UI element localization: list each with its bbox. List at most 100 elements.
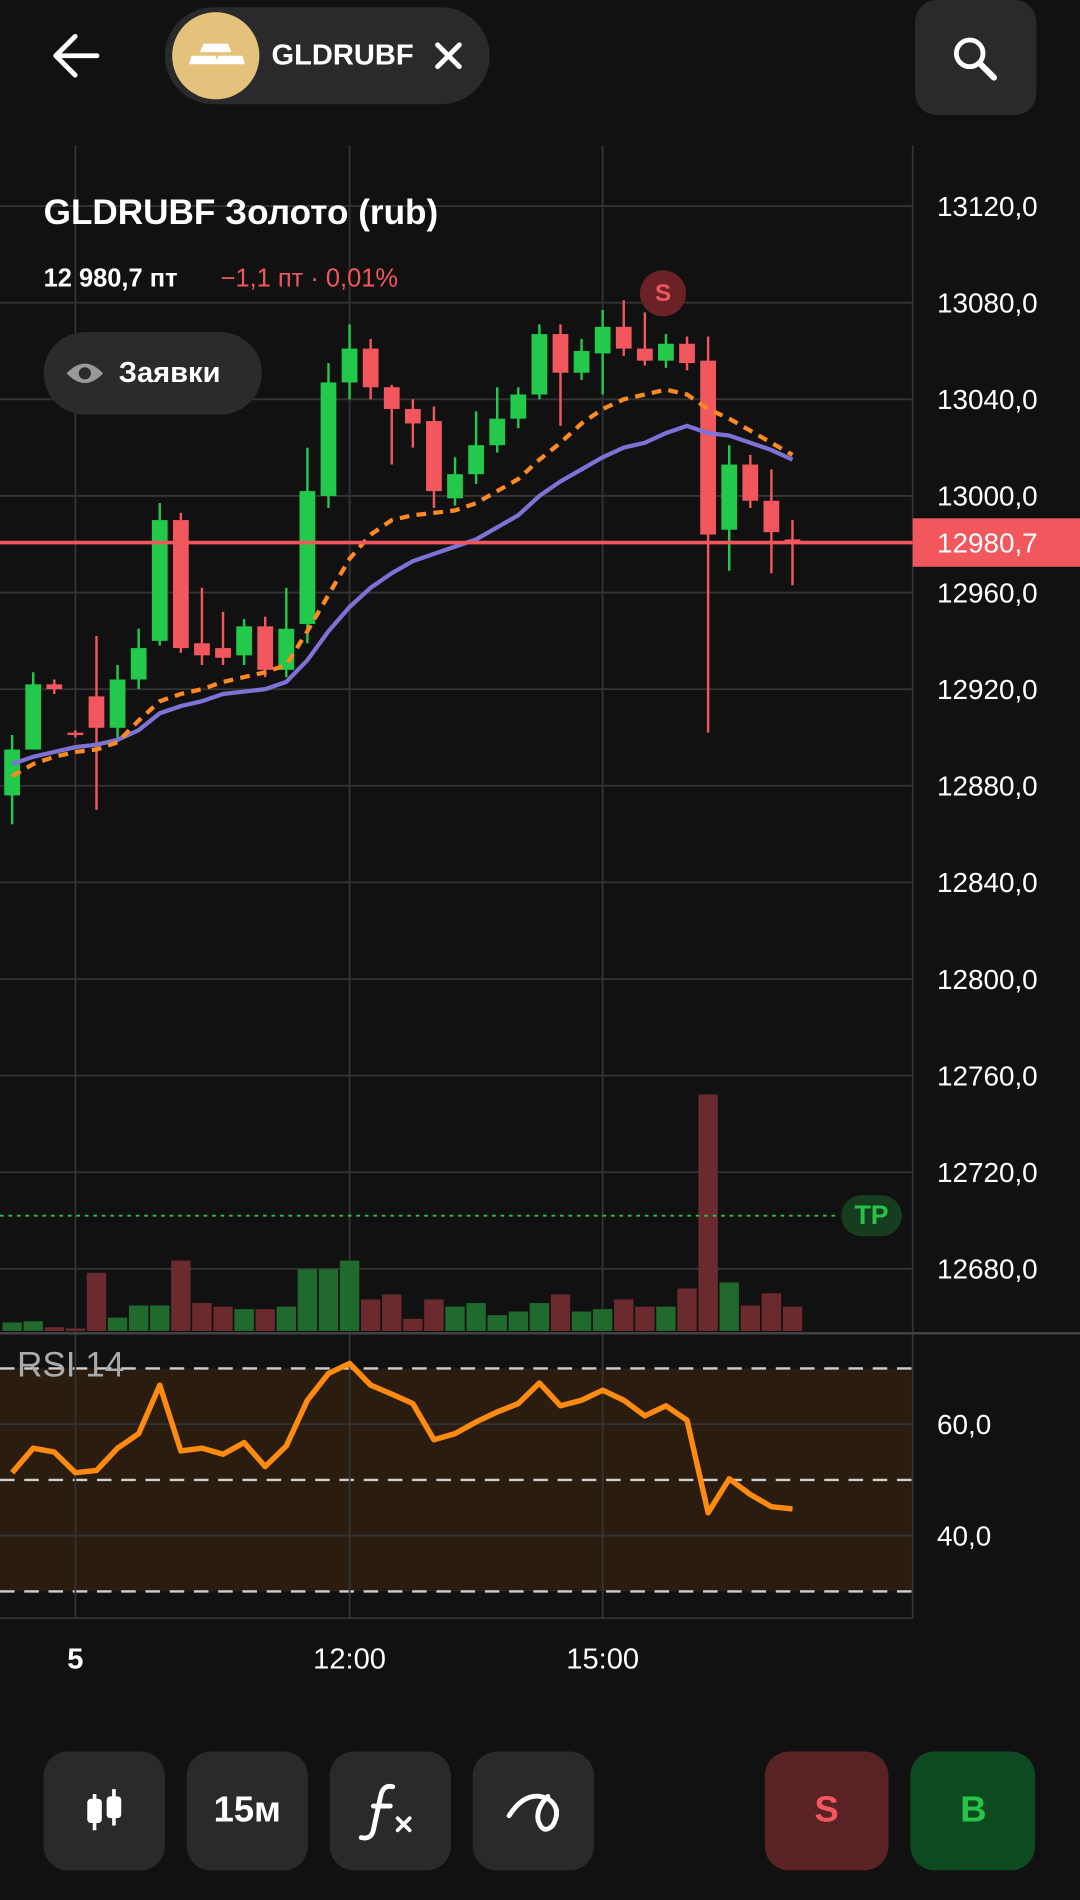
candle-body (658, 343, 674, 361)
sell-label: S (815, 1789, 839, 1830)
volume-bar (86, 1272, 107, 1331)
candle-body (489, 418, 506, 446)
volume-bar (614, 1299, 634, 1331)
orders-button[interactable] (43, 332, 262, 415)
candle-body (426, 421, 442, 492)
last-price: 12 980,7 пт (44, 265, 178, 293)
volume-bar (571, 1311, 592, 1331)
candle-body (172, 520, 189, 649)
volume-bar (592, 1309, 613, 1331)
candle-body (510, 394, 527, 419)
chart-type-button[interactable] (43, 1751, 165, 1871)
close-symbol[interactable] (435, 42, 462, 70)
candle-body (615, 326, 632, 349)
volume-bar (445, 1306, 465, 1331)
candle-body (236, 626, 252, 656)
candle-body (109, 679, 126, 728)
candle-body (278, 628, 295, 670)
interval-label: 15м (214, 1789, 281, 1830)
y-tick-label: 13080,0 (937, 287, 1038, 318)
interval-button[interactable] (186, 1751, 308, 1871)
drawing-icon (506, 1793, 560, 1832)
volume-bar (360, 1299, 381, 1331)
volume-bar (192, 1303, 212, 1331)
volume-bar (65, 1328, 86, 1331)
moving-average-line (11, 387, 794, 778)
candle-body (784, 539, 801, 542)
candle-body (404, 408, 421, 424)
y-tick-label: 13000,0 (937, 481, 1038, 512)
volume-bar (297, 1269, 318, 1331)
x-tick-label: 12:00 (313, 1643, 386, 1675)
volume-bar (276, 1306, 296, 1331)
y-tick-label: 12920,0 (937, 674, 1038, 705)
back-button[interactable] (53, 33, 100, 78)
volume-bar (23, 1321, 43, 1331)
y-tick-label: 12720,0 (937, 1157, 1038, 1188)
buy-label: B (960, 1789, 986, 1830)
volume-bar (44, 1327, 64, 1331)
orders-label: Заявки (119, 357, 221, 389)
y-tick-label: 12800,0 (937, 964, 1038, 995)
rsi-tick-label: 40,0 (937, 1520, 991, 1551)
y-tick-label: 12880,0 (937, 771, 1038, 802)
candle-body (341, 348, 358, 383)
candle-body (700, 360, 716, 535)
candle-body (636, 348, 653, 361)
candle-body (447, 474, 463, 499)
volume-bar (719, 1282, 739, 1331)
y-tick-label: 13040,0 (937, 384, 1038, 415)
volume-bar (508, 1311, 528, 1331)
y-tick-label: 12760,0 (937, 1060, 1038, 1091)
y-tick-label: 12680,0 (937, 1254, 1038, 1285)
take-profit-badge (841, 1195, 902, 1237)
volume-bar (234, 1309, 254, 1331)
rsi-line (10, 1360, 793, 1516)
volume-bar (403, 1318, 423, 1331)
rsi-title: RSI 14 (17, 1346, 124, 1385)
volume-bar (487, 1315, 507, 1331)
signal-marker[interactable] (640, 270, 687, 317)
candle-body (299, 491, 316, 624)
candle-body (594, 326, 611, 354)
volume-bar (635, 1306, 655, 1331)
volume-bar (2, 1322, 22, 1331)
current-price-tag (912, 518, 1080, 567)
candle-body (531, 334, 548, 395)
candle-body (721, 464, 738, 530)
candle-body (320, 382, 337, 496)
y-tick-label: 12840,0 (937, 867, 1038, 898)
volume-bar (698, 1094, 718, 1331)
eye-pupil (78, 367, 91, 380)
volume-bar (740, 1305, 760, 1331)
gold-bars-icon (189, 43, 245, 65)
current-price-label: 12980,7 (937, 527, 1038, 558)
candle-body (25, 684, 42, 750)
volume-bar (128, 1305, 149, 1331)
search-button[interactable] (915, 0, 1037, 116)
search-icon-handle (976, 60, 997, 81)
drawing-button[interactable] (472, 1751, 594, 1871)
buy-button[interactable] (910, 1751, 1036, 1871)
indicators-button[interactable] (329, 1751, 451, 1871)
symbol-label: GLDRUBF (272, 40, 414, 72)
fx-icon (358, 1783, 396, 1841)
candle-body (573, 351, 590, 373)
candle-body (383, 387, 400, 409)
chart-area: 13120,0 13080,0 13040,0 13000,0 12960,0 12920… (0, 145, 1080, 1675)
volume-bar (466, 1303, 486, 1331)
sell-button[interactable] (764, 1751, 889, 1871)
volume-bar (150, 1305, 170, 1331)
candles-icon-body (87, 1798, 102, 1824)
price-change: −1,1 пт · 0,01% (221, 265, 398, 293)
candle-body (362, 348, 379, 388)
candle-body (763, 500, 780, 533)
chart-title: GLDRUBF Золото (rub) (44, 193, 439, 232)
y-tick-label: 13120,0 (937, 191, 1038, 222)
candle-body (552, 334, 569, 373)
fx-icon-x (395, 1816, 412, 1833)
candle-body (194, 643, 210, 656)
volume-bar (761, 1293, 782, 1331)
candle-body (742, 464, 759, 501)
